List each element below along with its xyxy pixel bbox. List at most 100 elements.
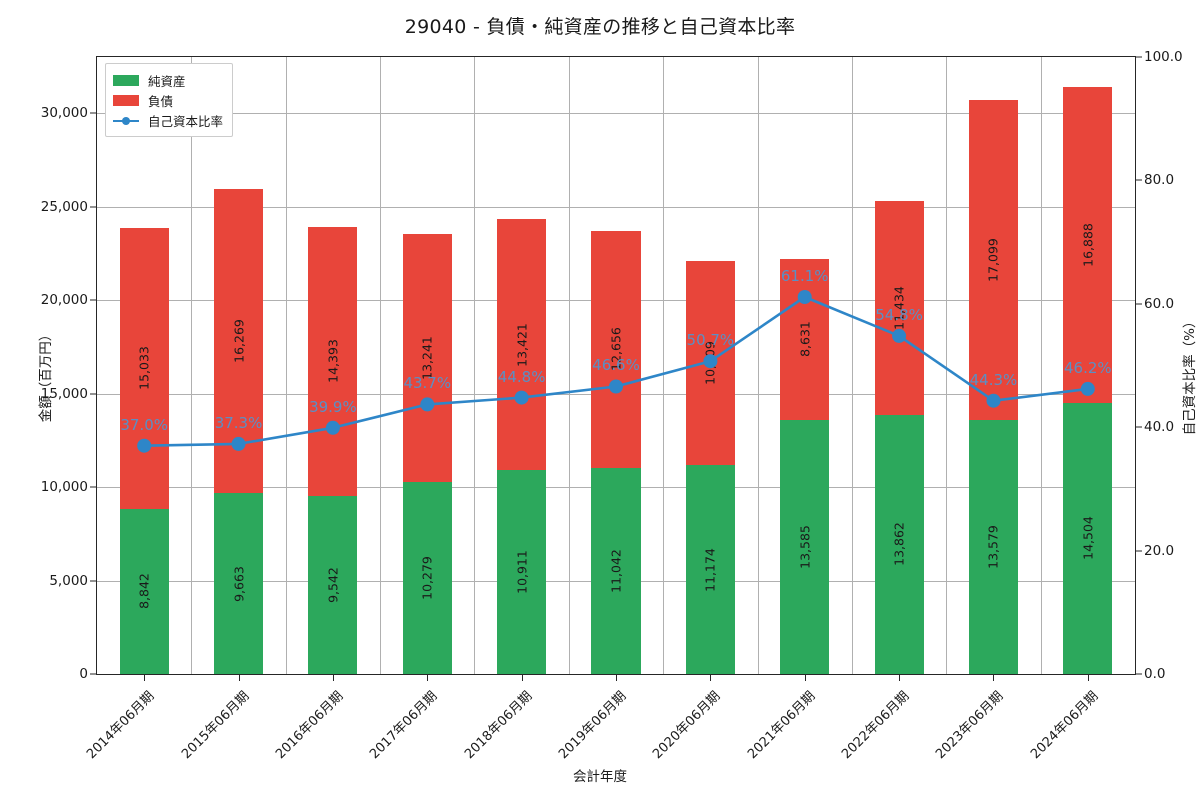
legend-item[interactable]: 自己資本比率 xyxy=(113,110,223,130)
y-axis-left-tick-label: 0 xyxy=(79,666,88,682)
ratio-value-label: 61.1% xyxy=(780,267,829,285)
bar-segment-debt[interactable]: 17,099 xyxy=(968,100,1018,421)
bar-group[interactable]: 13,585 8,631 xyxy=(780,258,830,674)
ratio-data-point[interactable] xyxy=(514,390,529,405)
gridline-vertical xyxy=(474,57,476,674)
gridline-vertical xyxy=(946,57,948,674)
x-axis-tick-mark xyxy=(899,675,901,681)
y-axis-right-tick-label: 0.0 xyxy=(1144,666,1166,682)
y-axis-right-tick-label: 40.0 xyxy=(1144,419,1175,436)
x-axis-tick-mark xyxy=(144,675,146,681)
gridline-horizontal xyxy=(97,206,1135,208)
x-axis-tick-mark xyxy=(616,675,617,681)
legend-item[interactable]: 純資産 xyxy=(113,70,223,90)
x-axis-tick-mark xyxy=(993,675,995,681)
ratio-value-label: 37.3% xyxy=(214,413,263,432)
bar-segment-debt[interactable]: 15,033 xyxy=(119,227,169,509)
bar-group[interactable]: 13,862 11,434 xyxy=(874,201,924,674)
bar-segment-equity[interactable]: 11,174 xyxy=(685,465,735,674)
bar-group[interactable]: 14,504 16,888 xyxy=(1063,87,1113,674)
y-axis-left-tick-mark xyxy=(90,673,96,675)
bar-group[interactable]: 9,663 16,269 xyxy=(214,189,264,674)
legend-item-label: 自己資本比率 xyxy=(148,113,224,129)
ratio-value-label: 43.7% xyxy=(403,374,452,393)
ratio-data-point[interactable] xyxy=(1080,381,1095,396)
bar-group[interactable]: 13,579 17,099 xyxy=(968,100,1018,674)
bar-segment-debt[interactable]: 14,393 xyxy=(308,226,358,496)
legend-line-marker-icon xyxy=(113,115,139,126)
bar-segment-debt[interactable]: 16,888 xyxy=(1063,87,1113,403)
bar-segment-equity[interactable]: 10,911 xyxy=(497,470,547,674)
bar-segment-equity[interactable]: 13,579 xyxy=(968,420,1018,674)
bar-segment-debt[interactable]: 12,656 xyxy=(591,230,641,468)
x-axis-tick-mark xyxy=(804,675,806,681)
bar-segment-equity[interactable]: 8,842 xyxy=(119,508,169,674)
ratio-data-point[interactable] xyxy=(325,420,340,435)
y-axis-right-tick-mark xyxy=(1136,56,1142,58)
y-axis-left-label: 金額（百万円） xyxy=(38,327,54,423)
x-axis-tick-mark xyxy=(710,675,712,681)
ratio-data-point[interactable] xyxy=(892,328,907,343)
ratio-value-label: 37.0% xyxy=(120,415,168,434)
x-axis-tick-mark xyxy=(1087,675,1089,681)
bar-segment-debt[interactable]: 11,434 xyxy=(874,201,924,415)
legend-swatch-icon xyxy=(113,74,139,86)
bar-segment-equity[interactable]: 9,542 xyxy=(308,495,358,674)
ratio-data-point[interactable] xyxy=(703,354,718,369)
y-axis-right-tick-label: 60.0 xyxy=(1144,295,1175,312)
ratio-data-point[interactable] xyxy=(231,436,246,451)
y-axis-right-tick-mark xyxy=(1136,550,1142,552)
bar-segment-equity[interactable]: 13,585 xyxy=(780,420,830,674)
bar-segment-debt[interactable]: 13,241 xyxy=(402,234,452,482)
gridline-vertical xyxy=(1040,57,1042,674)
y-axis-right-tick-label: 80.0 xyxy=(1144,172,1175,189)
ratio-data-point[interactable] xyxy=(986,393,1001,408)
bar-group[interactable]: 8,842 15,033 xyxy=(119,227,169,674)
y-axis-left-tick-label: 5,000 xyxy=(49,572,88,589)
ratio-value-label: 50.7% xyxy=(686,331,735,350)
ratio-value-label: 44.8% xyxy=(497,367,546,386)
bar-segment-equity[interactable]: 13,862 xyxy=(874,414,924,674)
bar-segment-equity[interactable]: 9,663 xyxy=(214,493,264,674)
ratio-line-series xyxy=(137,290,1095,453)
x-axis-tick-mark xyxy=(332,675,334,681)
gridline-vertical xyxy=(285,57,287,674)
x-axis-tick-mark xyxy=(521,675,523,681)
page-title: 29040 - 負債・純資産の推移と自己資本比率 xyxy=(404,16,796,38)
x-axis-label: 会計年度 xyxy=(573,769,627,785)
gridline-vertical xyxy=(568,57,570,674)
y-axis-right-tick-mark xyxy=(1136,673,1142,675)
y-axis-left-tick-label: 25,000 xyxy=(40,198,88,215)
bar-segment-equity[interactable]: 14,504 xyxy=(1063,402,1113,674)
ratio-value-label: 39.9% xyxy=(309,397,357,416)
bar-group[interactable]: 11,042 12,656 xyxy=(591,230,641,674)
y-axis-left-tick-mark xyxy=(90,206,96,208)
bar-group[interactable]: 10,279 13,241 xyxy=(402,234,452,674)
bar-segment-debt[interactable]: 13,421 xyxy=(497,219,547,470)
ratio-data-point[interactable] xyxy=(797,290,812,304)
bar-group[interactable]: 11,17410,909 xyxy=(685,261,735,674)
y-axis-left-tick-mark xyxy=(90,486,96,488)
bar-group[interactable]: 10,911 13,421 xyxy=(497,219,547,674)
gridline-vertical xyxy=(663,57,665,674)
y-axis-right-label: 自己資本比率（%） xyxy=(1182,314,1198,436)
gridline-vertical xyxy=(191,57,193,674)
legend-swatch-icon xyxy=(113,94,139,106)
ratio-value-label: 44.3% xyxy=(969,370,1018,389)
legend-item-label: 負債 xyxy=(148,93,174,109)
legend-item[interactable]: 負債 xyxy=(113,90,223,110)
chart-legend: 純資産負債自己資本比率 xyxy=(105,63,234,137)
plot-area: 8,842 15,033 9,663 16,269 9,542 14,393 10,279 1… xyxy=(96,56,1136,675)
ratio-data-point[interactable] xyxy=(609,379,623,394)
legend-item-label: 純資産 xyxy=(148,73,186,89)
bar-segment-equity[interactable]: 10,279 xyxy=(402,481,452,674)
gridline-vertical xyxy=(380,57,382,674)
ratio-value-label: 46.6% xyxy=(592,356,640,375)
bar-segment-debt[interactable]: 8,631 xyxy=(780,258,830,421)
y-axis-right-tick-mark xyxy=(1136,179,1142,181)
bar-group[interactable]: 9,542 14,393 xyxy=(308,226,358,674)
ratio-data-point[interactable] xyxy=(420,397,435,412)
ratio-data-point[interactable] xyxy=(137,438,152,453)
bar-segment-equity[interactable]: 11,042 xyxy=(591,467,641,674)
y-axis-left-tick-mark xyxy=(90,299,96,301)
